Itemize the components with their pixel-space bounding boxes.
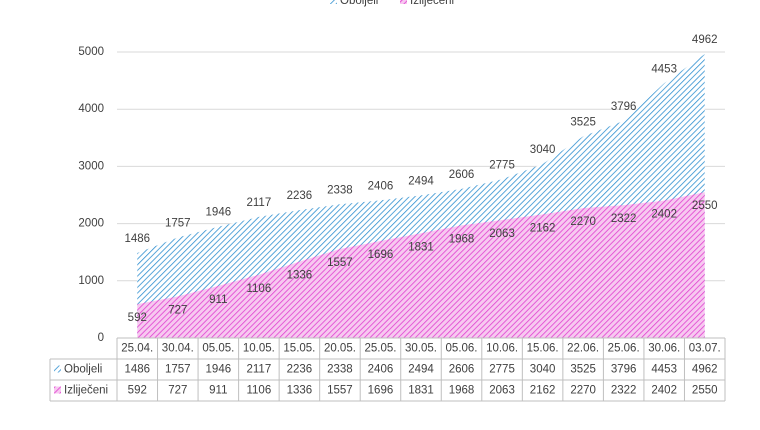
area [137, 192, 705, 338]
x-tick-label: 15.05. [283, 343, 315, 355]
table-row-header: Oboljeli [64, 364, 102, 376]
table-cell: 1106 [246, 385, 271, 397]
data-label: 3040 [530, 144, 556, 156]
table-cell: 1486 [124, 364, 150, 376]
data-label: 1486 [124, 233, 150, 245]
table-cell: 2117 [246, 364, 271, 376]
data-label: 2606 [449, 169, 475, 181]
data-label: 1968 [449, 233, 475, 245]
table-row-header: Izliječeni [64, 385, 108, 397]
y-tick-label: 5000 [78, 46, 104, 58]
x-tick-label: 10.06. [486, 343, 518, 355]
data-label: 911 [209, 294, 227, 306]
table-cell: 2162 [530, 385, 556, 397]
legend-label: Izliječeni [410, 0, 454, 7]
table-cell: 1336 [287, 385, 313, 397]
data-label: 1336 [287, 270, 313, 282]
table-cell: 3040 [530, 364, 556, 376]
data-label: 2775 [489, 159, 515, 171]
table-cell: 2775 [489, 364, 515, 376]
x-tick-label: 25.06. [608, 343, 640, 355]
data-label: 1831 [408, 241, 434, 253]
data-label: 727 [168, 304, 187, 316]
table-cell: 2236 [287, 364, 313, 376]
table-cell: 1968 [449, 385, 475, 397]
x-tick-label: 10.05. [243, 343, 275, 355]
legend-label: Oboljeli [340, 0, 378, 7]
x-tick-label: 30.04. [162, 343, 194, 355]
table-cell: 2402 [651, 385, 677, 397]
table-cell: 3525 [570, 364, 596, 376]
x-tick-label: 20.05. [324, 343, 356, 355]
data-label: 2236 [287, 190, 313, 202]
table-swatch [54, 365, 61, 373]
y-tick-label: 0 [98, 332, 104, 344]
data-label: 2338 [327, 184, 353, 196]
data-label: 2063 [489, 228, 515, 240]
x-tick-label: 05.05. [202, 343, 234, 355]
data-label: 1106 [246, 283, 271, 295]
table-cell: 3796 [611, 364, 637, 376]
table-cell: 2550 [692, 385, 718, 397]
data-label: 2402 [651, 209, 677, 221]
y-tick-label: 1000 [78, 275, 104, 287]
data-label: 3525 [570, 116, 596, 128]
data-label: 1557 [327, 257, 353, 269]
data-label: 2322 [611, 213, 637, 225]
data-label: 4962 [692, 34, 718, 46]
table-cell: 2322 [611, 385, 637, 397]
table-cell: 2338 [327, 364, 353, 376]
x-tick-label: 30.06. [648, 343, 680, 355]
data-label: 2550 [692, 200, 718, 212]
table-cell: 2606 [449, 364, 475, 376]
data-label: 4453 [651, 63, 677, 75]
data-label: 3796 [611, 101, 637, 113]
data-label: 1696 [368, 249, 394, 261]
data-label: 1757 [165, 218, 191, 230]
y-tick-label: 4000 [78, 103, 104, 115]
table-cell: 2406 [368, 364, 394, 376]
table-cell: 1757 [165, 364, 191, 376]
table-cell: 2270 [570, 385, 596, 397]
legend-swatch [330, 0, 337, 4]
data-label: 1946 [206, 207, 232, 219]
y-tick-label: 3000 [78, 160, 104, 172]
data-label: 2117 [246, 197, 271, 209]
legend-swatch [400, 0, 407, 4]
table-cell: 1831 [408, 385, 434, 397]
table-cell: 4962 [692, 364, 718, 376]
table-cell: 1557 [327, 385, 353, 397]
x-tick-label: 25.05. [364, 343, 396, 355]
x-tick-label: 30.05. [405, 343, 437, 355]
data-label: 2162 [530, 222, 556, 234]
y-tick-label: 2000 [78, 218, 104, 230]
data-label: 2406 [368, 180, 394, 192]
x-tick-label: 25.04. [121, 343, 153, 355]
data-label: 2494 [408, 175, 434, 187]
table-swatch [54, 386, 61, 394]
data-label: 592 [128, 312, 147, 324]
table-cell: 727 [168, 385, 187, 397]
x-tick-label: 15.06. [527, 343, 559, 355]
table-cell: 1696 [368, 385, 394, 397]
x-tick-label: 22.06. [567, 343, 599, 355]
table-cell: 592 [128, 385, 147, 397]
table-cell: 1946 [206, 364, 232, 376]
x-tick-label: 03.07. [689, 343, 721, 355]
data-label: 2270 [570, 216, 596, 228]
table-cell: 2494 [408, 364, 434, 376]
table-cell: 2063 [489, 385, 515, 397]
x-tick-label: 05.06. [446, 343, 478, 355]
table-cell: 911 [209, 385, 227, 397]
table-cell: 4453 [651, 364, 677, 376]
